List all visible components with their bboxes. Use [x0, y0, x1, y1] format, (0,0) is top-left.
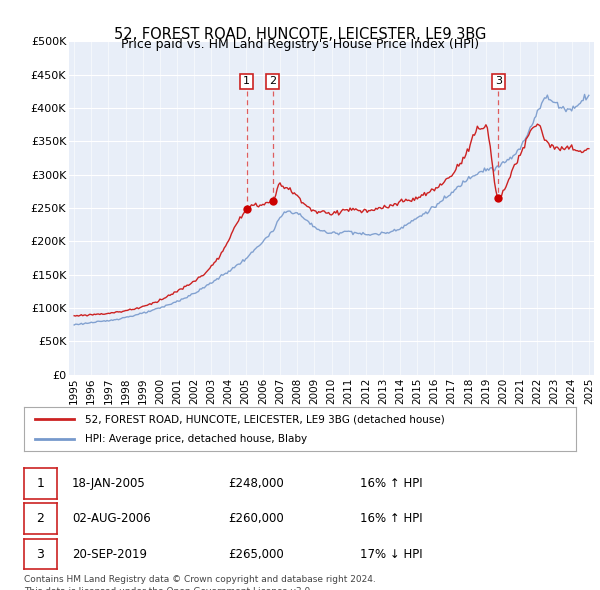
Text: 1: 1	[243, 76, 250, 86]
Text: HPI: Average price, detached house, Blaby: HPI: Average price, detached house, Blab…	[85, 434, 307, 444]
Text: 02-AUG-2006: 02-AUG-2006	[72, 512, 151, 525]
Text: 20-SEP-2019: 20-SEP-2019	[72, 548, 147, 560]
Text: 17% ↓ HPI: 17% ↓ HPI	[360, 548, 422, 560]
Text: 2: 2	[37, 512, 44, 525]
Text: 16% ↑ HPI: 16% ↑ HPI	[360, 477, 422, 490]
Text: 18-JAN-2005: 18-JAN-2005	[72, 477, 146, 490]
Text: 3: 3	[37, 548, 44, 560]
Text: £260,000: £260,000	[228, 512, 284, 525]
Text: 52, FOREST ROAD, HUNCOTE, LEICESTER, LE9 3BG: 52, FOREST ROAD, HUNCOTE, LEICESTER, LE9…	[114, 27, 486, 41]
Text: 16% ↑ HPI: 16% ↑ HPI	[360, 512, 422, 525]
Text: 2: 2	[269, 76, 277, 86]
Text: £265,000: £265,000	[228, 548, 284, 560]
Text: 1: 1	[37, 477, 44, 490]
Text: 52, FOREST ROAD, HUNCOTE, LEICESTER, LE9 3BG (detached house): 52, FOREST ROAD, HUNCOTE, LEICESTER, LE9…	[85, 415, 445, 424]
Text: £248,000: £248,000	[228, 477, 284, 490]
Text: 3: 3	[495, 76, 502, 86]
Text: Contains HM Land Registry data © Crown copyright and database right 2024.
This d: Contains HM Land Registry data © Crown c…	[24, 575, 376, 590]
Text: Price paid vs. HM Land Registry's House Price Index (HPI): Price paid vs. HM Land Registry's House …	[121, 38, 479, 51]
